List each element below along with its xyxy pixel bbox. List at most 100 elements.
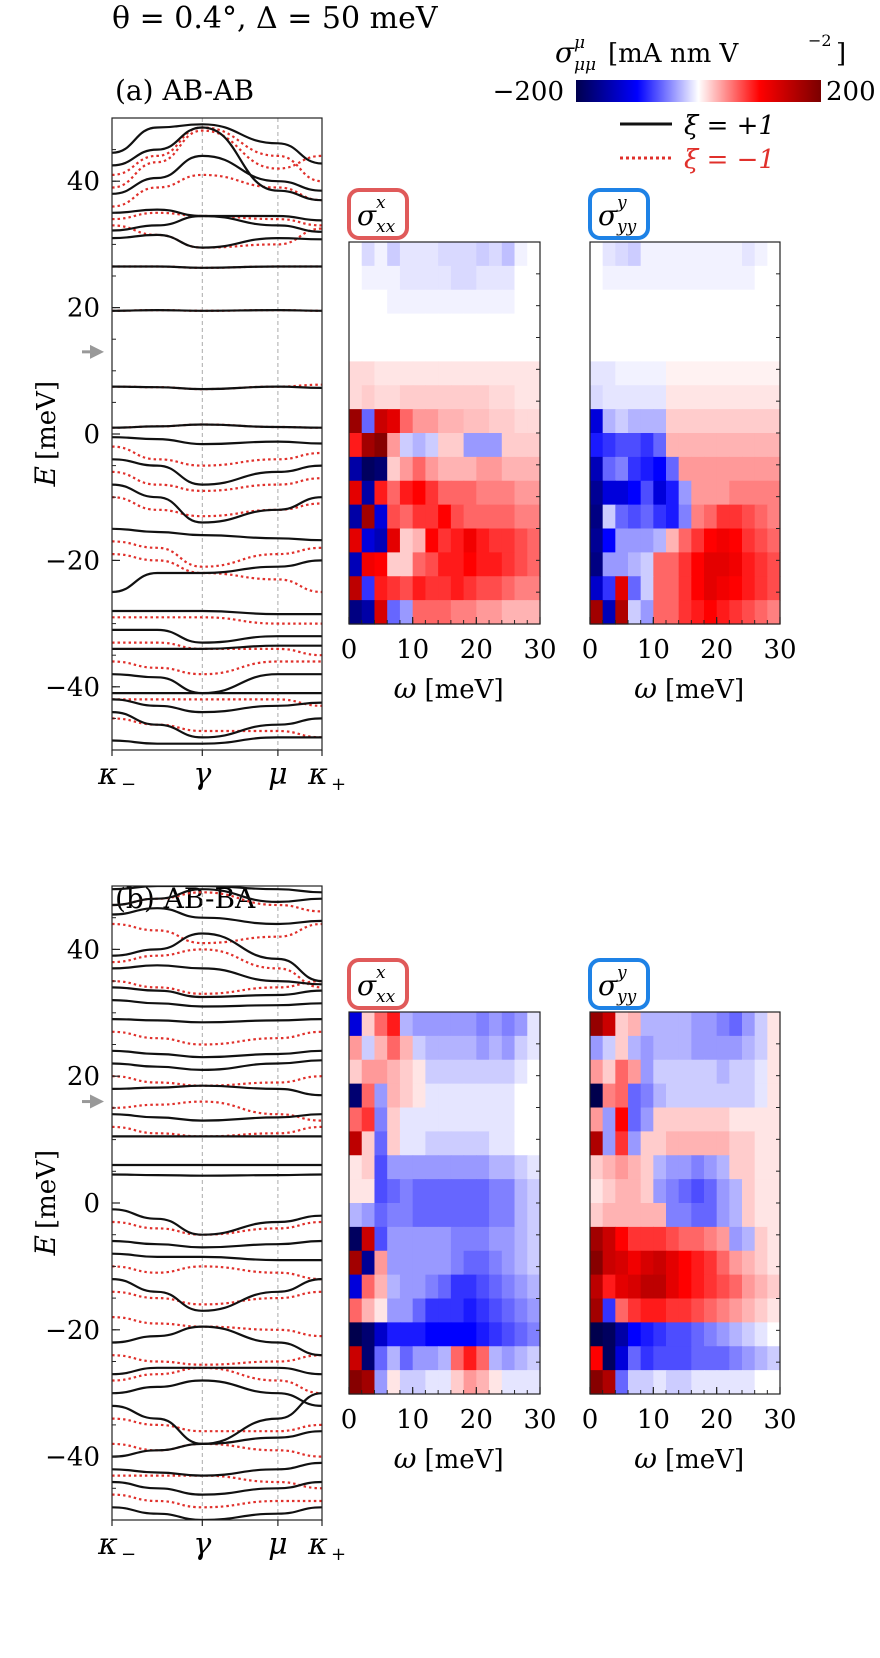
- heatmap-cell: [476, 1131, 490, 1156]
- heatmap-cell: [450, 1107, 465, 1132]
- heatmap-cell: [361, 1155, 376, 1180]
- heatmap-cell: [514, 528, 528, 553]
- heatmap-cell: [602, 1322, 616, 1347]
- heatmap-cell: [704, 265, 718, 291]
- heatmap-cell: [399, 600, 414, 625]
- heatmap-cell: [640, 1322, 654, 1347]
- heatmap-cell: [374, 480, 388, 506]
- heatmap-cell: [489, 1155, 503, 1180]
- heatmap-cell: [412, 1155, 426, 1180]
- heatmap-cell: [704, 1012, 718, 1037]
- heatmap-cell: [527, 1131, 541, 1156]
- heatmap-cell: [374, 1346, 388, 1371]
- heatmap-cell: [387, 265, 401, 291]
- band-curve-xi-plus: [112, 436, 322, 446]
- heatmap-cell: [628, 1179, 642, 1204]
- heatmap-cell: [628, 1298, 642, 1323]
- heatmap-cell: [361, 1250, 376, 1276]
- heatmap-cell: [716, 1083, 730, 1109]
- x-axis-label-symbol: ω: [394, 672, 417, 705]
- heatmap-cell: [602, 1012, 616, 1037]
- heatmap-cell: [527, 385, 541, 410]
- heatmap-cell: [742, 1012, 756, 1037]
- heatmap-cell: [767, 1155, 781, 1180]
- heatmap-cell: [590, 1131, 604, 1156]
- heatmap-cell: [501, 1107, 516, 1132]
- heatmap-cell: [691, 337, 705, 362]
- heatmap-cell: [590, 1346, 604, 1371]
- heatmap-cell: [590, 433, 604, 458]
- band-curve-xi-minus: [112, 1220, 322, 1236]
- heatmap-cell: [425, 1250, 439, 1276]
- heatmap-cell: [399, 385, 414, 410]
- x-tick-label: 10: [396, 1405, 429, 1435]
- heatmap-cell: [514, 1322, 528, 1347]
- heatmap-cell: [387, 242, 401, 267]
- colorbar-label-sup: μ: [574, 33, 585, 53]
- gap-arrow-icon: [90, 1094, 104, 1109]
- heatmap-cell: [653, 337, 667, 362]
- heatmap-cell: [501, 1035, 516, 1061]
- heatmap-cell: [349, 1083, 363, 1109]
- heatmap-cell: [514, 1035, 528, 1061]
- heatmap-cell: [349, 1250, 363, 1276]
- heatmap-cell: [476, 409, 490, 434]
- heatmap-cell: [767, 1083, 781, 1109]
- heatmap-cell: [412, 337, 426, 362]
- heatmap-cell: [716, 576, 730, 601]
- heatmap-cell: [476, 1035, 490, 1061]
- heatmap-cell: [438, 1155, 452, 1180]
- heatmap-cell: [742, 289, 756, 315]
- colorbar-gradient: [576, 80, 821, 102]
- band-curve-xi-plus: [112, 154, 322, 195]
- heatmap-cell: [438, 1035, 452, 1061]
- heatmap-cell: [628, 600, 642, 625]
- heatmap-cell: [514, 1083, 528, 1109]
- heatmap-cell: [666, 1155, 680, 1180]
- heatmap-cell: [349, 504, 363, 530]
- heatmap-cell: [742, 1035, 756, 1061]
- heatmap-cell: [374, 552, 388, 577]
- heatmap-cell: [489, 1346, 503, 1371]
- heatmap-cell: [602, 1203, 616, 1228]
- y-tick-label: 40: [67, 167, 100, 197]
- heatmap-cell: [640, 1179, 654, 1204]
- heatmap-cell: [450, 1179, 465, 1204]
- heatmap-cell: [412, 504, 426, 530]
- heatmap-cell: [374, 337, 388, 362]
- heatmap-cell: [729, 600, 743, 625]
- heatmap-cell: [527, 1322, 541, 1347]
- heatmap-cell: [628, 576, 642, 601]
- heatmap-cell: [602, 504, 616, 530]
- heatmap-cell: [501, 1083, 516, 1109]
- heatmap-cell: [615, 1226, 629, 1252]
- heatmap-cell: [514, 600, 528, 625]
- band-curve-xi-plus: [112, 559, 322, 594]
- heatmap-cell: [425, 337, 439, 362]
- heatmap-cell: [501, 1155, 516, 1180]
- heatmap-cell: [729, 265, 743, 291]
- heatmap-cell: [602, 313, 616, 339]
- heatmap-cell: [349, 456, 363, 482]
- heatmap-cell: [501, 1203, 516, 1228]
- heatmap-cell: [412, 1298, 426, 1323]
- heatmap-cell: [628, 433, 642, 458]
- band-frame: [111, 117, 323, 751]
- heatmap-cell: [628, 1107, 642, 1132]
- band-curve-xi-minus: [112, 1265, 322, 1281]
- heatmap-cell: [476, 1298, 490, 1323]
- heatmap-cell: [704, 1179, 718, 1204]
- heatmap-cell: [501, 337, 516, 362]
- heatmap-cell: [425, 433, 439, 458]
- heatmap-cell: [590, 600, 604, 625]
- heatmap-cell: [590, 1203, 604, 1228]
- colorbar-label-close: ]: [836, 39, 846, 69]
- band-curve-xi-minus: [112, 1075, 322, 1087]
- heatmap-cell: [742, 1322, 756, 1347]
- heatmap-cell: [602, 385, 616, 410]
- heatmap-cell: [653, 480, 667, 506]
- heatmap-panel-a-sigma-xx: 0 10 20 30ω [meV]σ xxx: [341, 188, 557, 705]
- heatmap-cell: [425, 600, 439, 625]
- heatmap-cell: [374, 1250, 388, 1276]
- heatmap-cell: [501, 409, 516, 434]
